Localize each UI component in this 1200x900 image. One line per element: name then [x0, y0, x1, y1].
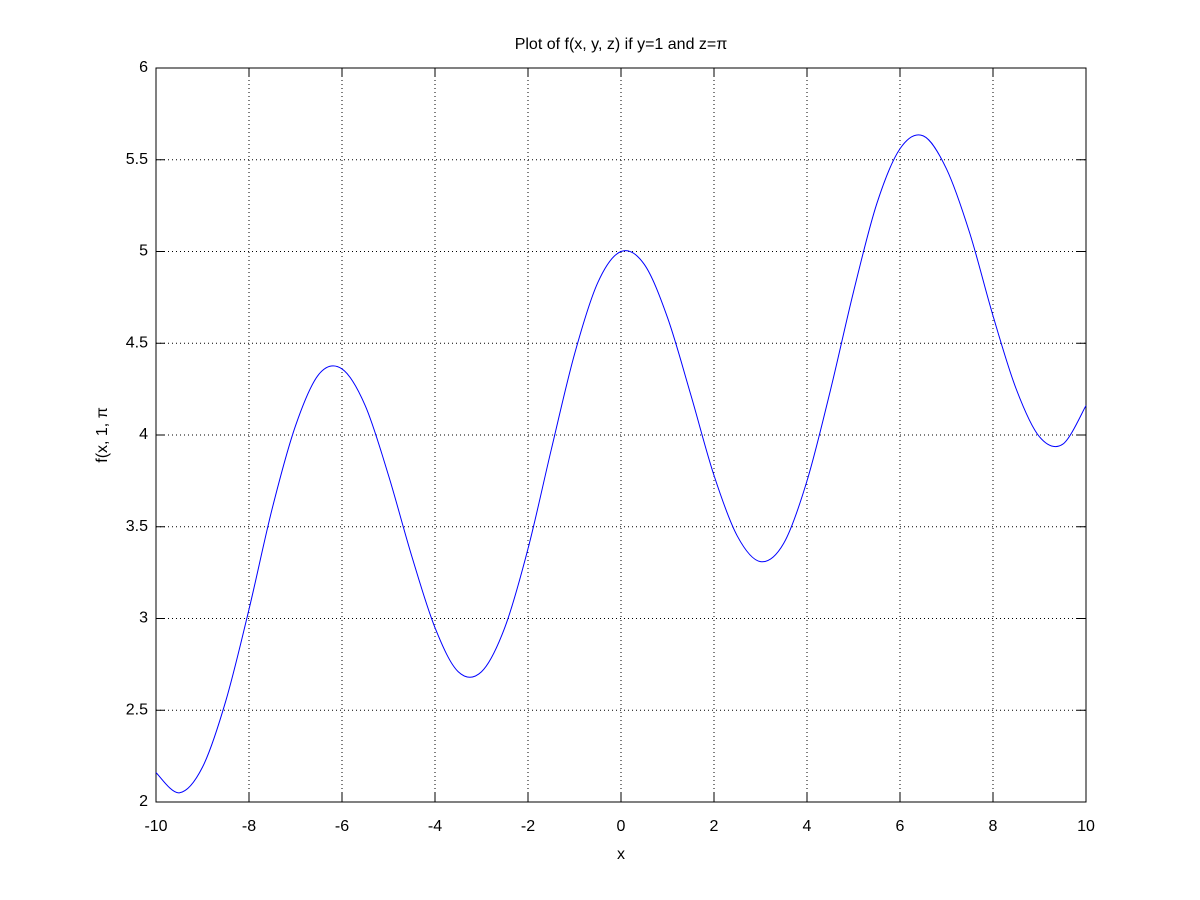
x-tick-label: -6 [335, 818, 349, 835]
y-tick-label: 5 [139, 243, 148, 260]
y-tick-label: 2 [139, 793, 148, 810]
x-tick-label: 6 [896, 818, 905, 835]
x-tick-label: -2 [521, 818, 535, 835]
y-tick-label: 4 [139, 426, 148, 443]
x-axis-label: x [617, 846, 625, 863]
x-tick-label: 2 [710, 818, 719, 835]
x-tick-label: -8 [242, 818, 256, 835]
y-axis-label: f(x, 1, π [94, 407, 111, 463]
y-tick-label: 2.5 [126, 701, 148, 718]
x-tick-label: 10 [1077, 818, 1095, 835]
y-tick-label: 5.5 [126, 151, 148, 168]
x-tick-label: 8 [989, 818, 998, 835]
chart-title: Plot of f(x, y, z) if y=1 and z=π [515, 36, 728, 53]
x-tick-label: 0 [617, 818, 626, 835]
x-tick-label: 4 [803, 818, 812, 835]
plot-frame [155, 67, 1087, 803]
x-tick-label: -4 [428, 818, 442, 835]
y-tick-label: 6 [139, 59, 148, 76]
y-tick-label: 3.5 [126, 518, 148, 535]
data-line [155, 134, 1087, 794]
y-tick-label: 4.5 [126, 334, 148, 351]
y-tick-label: 3 [139, 610, 148, 627]
x-tick-label: -10 [144, 818, 167, 835]
